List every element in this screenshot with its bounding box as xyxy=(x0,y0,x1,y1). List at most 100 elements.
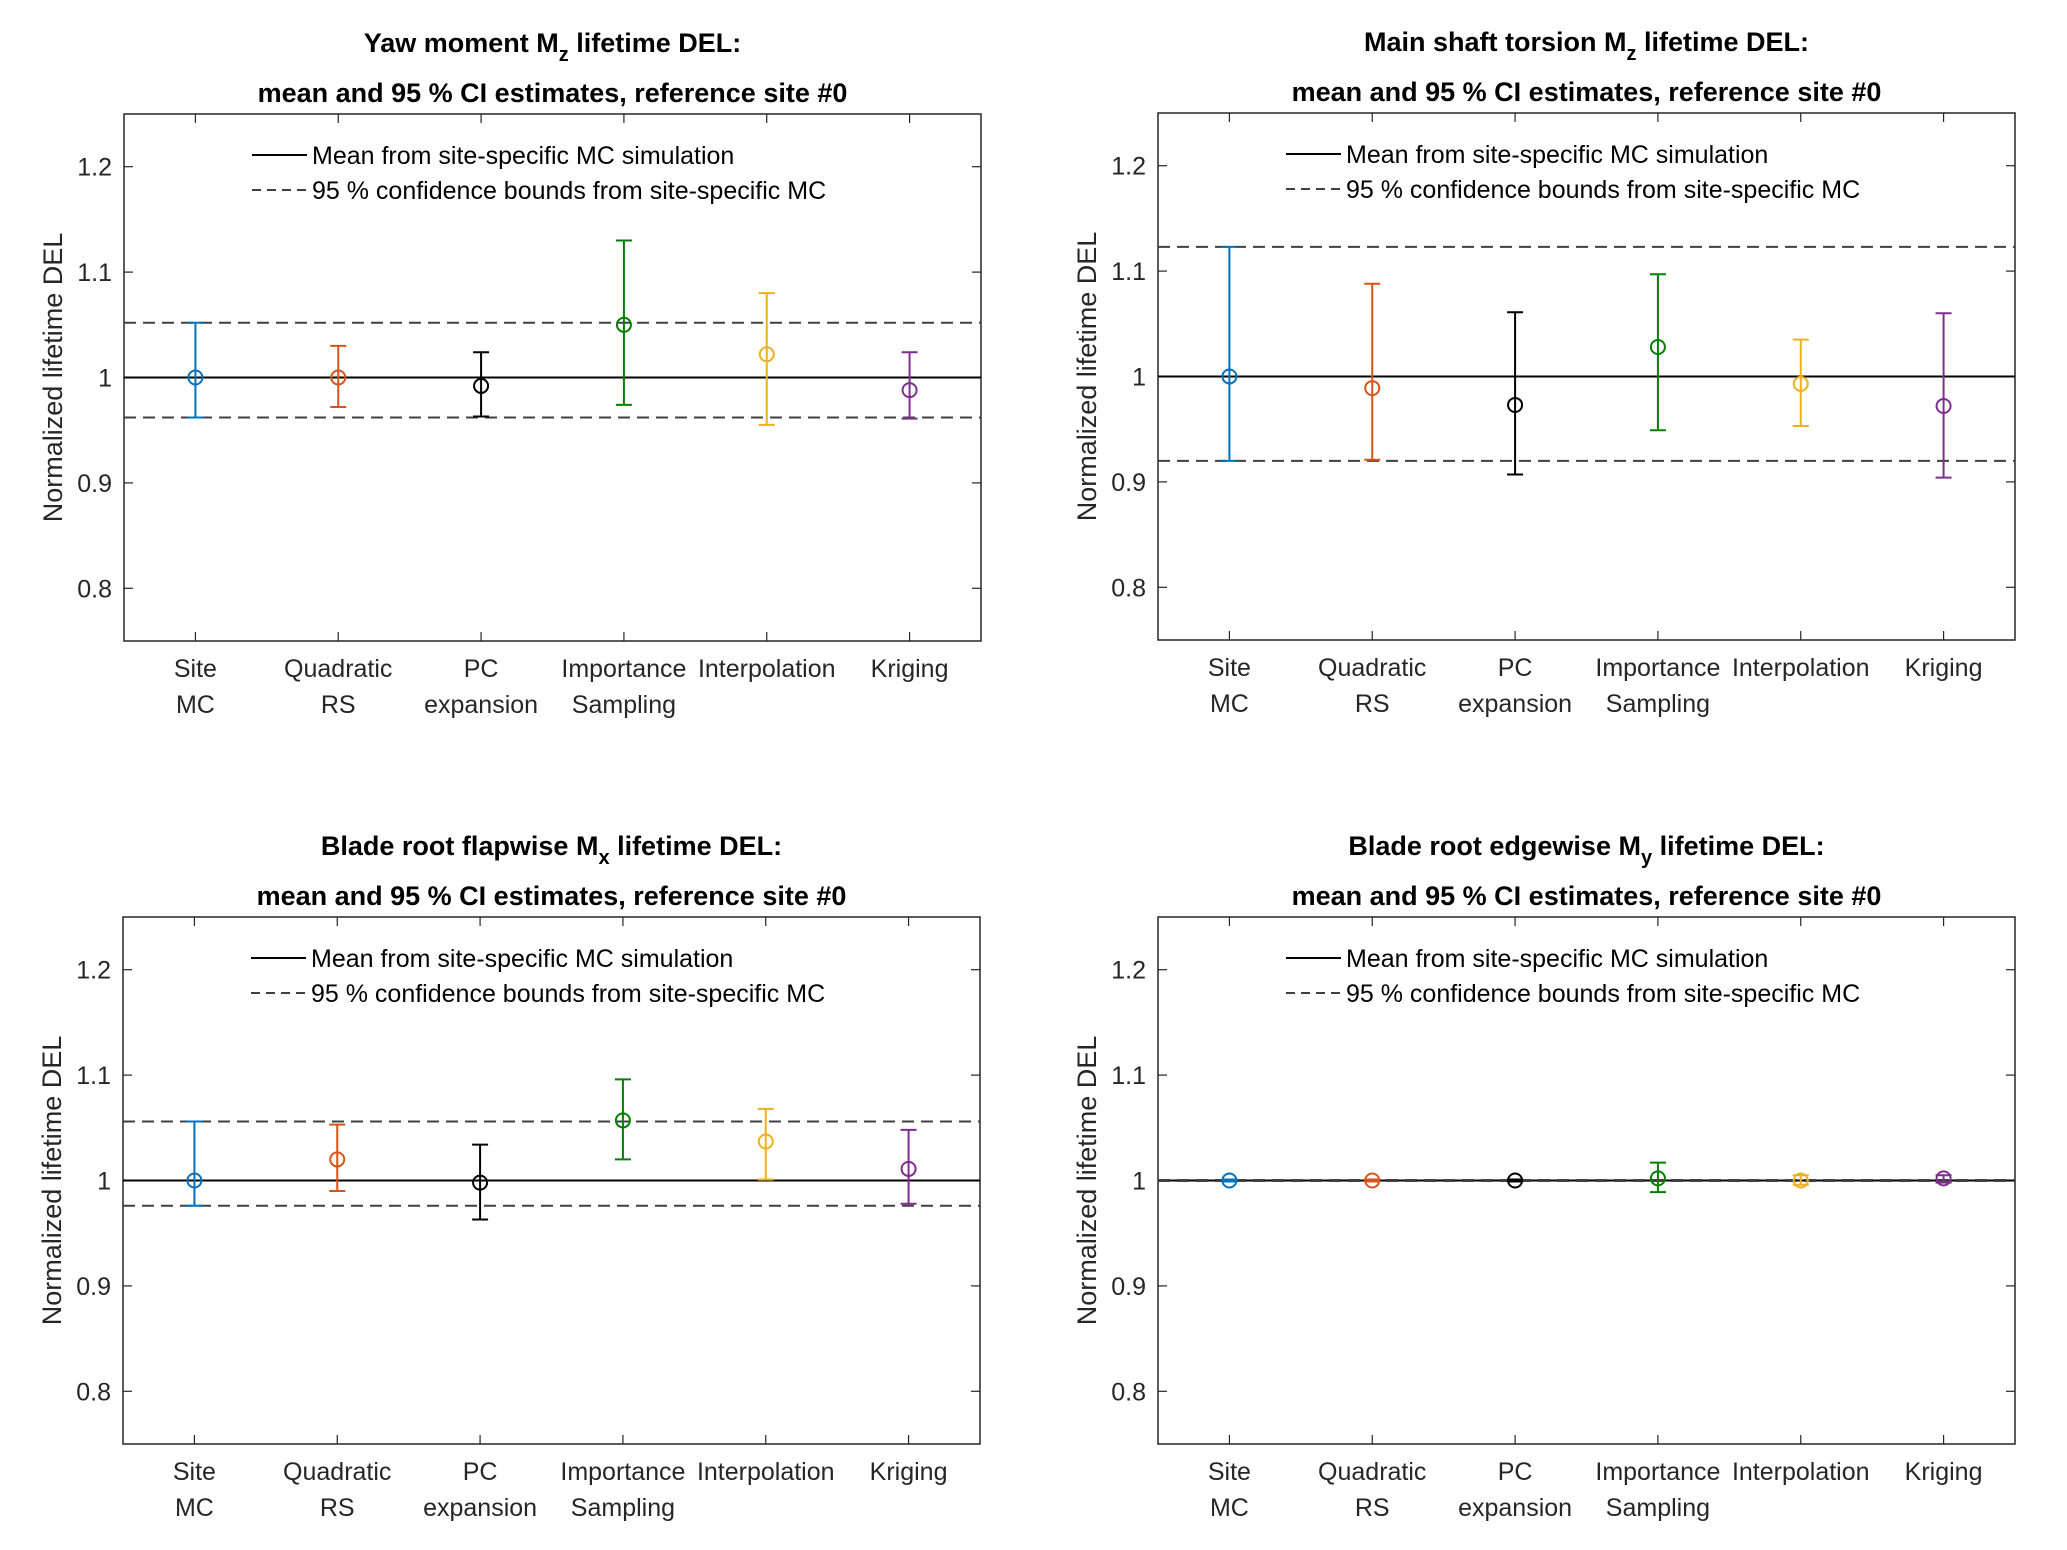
errorbar-kriging xyxy=(1935,312,1952,479)
x-tick-label: MC xyxy=(1210,1494,1249,1522)
errorbar-interpolation xyxy=(757,1107,774,1181)
y-tick-label: 1 xyxy=(1132,364,1146,392)
chart-title-part: lifetime DEL: xyxy=(569,28,742,58)
y-tick-label: 1.2 xyxy=(1111,957,1146,985)
chart-title-part: lifetime DEL: xyxy=(1636,27,1809,57)
errorbar-pc-expansion xyxy=(1507,311,1524,476)
x-tick-label: Site xyxy=(173,1458,216,1486)
y-tick-label: 1.2 xyxy=(1111,153,1146,181)
y-tick-label: 0.8 xyxy=(1111,1378,1146,1406)
chart-title-part: Blade root flapwise M xyxy=(321,831,599,861)
x-tick-label: RS xyxy=(1355,1494,1390,1522)
errorbar-site-mc xyxy=(187,321,204,419)
errorbar-kriging xyxy=(900,1128,917,1205)
errorbar-site-mc xyxy=(186,1120,203,1207)
x-tick-label: Importance xyxy=(561,655,686,683)
x-tick-label: Kriging xyxy=(1905,654,1983,682)
x-tick-label: Site xyxy=(174,655,217,683)
chart-title-subscript: z xyxy=(1626,43,1636,65)
y-tick-label: 0.9 xyxy=(1111,469,1146,497)
chart-panel-3: Blade root edgewise My lifetime DEL: mean… xyxy=(1072,831,2016,1522)
x-tick-label: Kriging xyxy=(871,655,949,683)
y-tick-label: 1.1 xyxy=(1111,1062,1146,1090)
chart-subtitle: mean and 95 % CI estimates, reference si… xyxy=(1292,77,1882,107)
legend: Mean from site-specific MC simulation 95 … xyxy=(252,142,826,205)
x-tick-label: Sampling xyxy=(1606,690,1710,718)
errorbar-interpolation xyxy=(758,292,775,426)
x-tick-label: Quadratic xyxy=(283,1458,391,1486)
legend-label-ci: 95 % confidence bounds from site-specifi… xyxy=(1346,176,1860,204)
errorbar-importance-sampling xyxy=(1649,1161,1666,1194)
chart-title: Main shaft torsion Mz lifetime DEL: xyxy=(1364,27,1809,65)
x-tick-label: Interpolation xyxy=(1732,1458,1870,1486)
errorbar-kriging xyxy=(901,351,918,420)
y-tick-label: 1.2 xyxy=(76,957,111,985)
x-tick-label: MC xyxy=(176,691,215,719)
errorbar-mean-marker xyxy=(473,377,490,394)
x-tick-label: Interpolation xyxy=(1732,654,1870,682)
errorbar-mean-marker xyxy=(1507,396,1524,413)
chart-panel-1: Main shaft torsion Mz lifetime DEL: mean … xyxy=(1072,27,2016,718)
errorbar-mean-marker xyxy=(186,1172,203,1189)
errorbar-mean-marker xyxy=(1221,368,1238,385)
legend: Mean from site-specific MC simulation 95 … xyxy=(251,945,825,1008)
legend-label-mean: Mean from site-specific MC simulation xyxy=(1346,141,1768,169)
errorbar-pc-expansion xyxy=(1507,1172,1524,1189)
chart-title-part: lifetime DEL: xyxy=(1652,831,1825,861)
errorbar-interpolation xyxy=(1792,1172,1809,1189)
y-tick-label: 0.9 xyxy=(77,470,112,498)
errorbar-mean-marker xyxy=(614,1112,631,1129)
errorbar-mean-marker xyxy=(472,1174,489,1191)
errorbar-mean-marker xyxy=(1649,338,1666,355)
y-axis-label: Normalized lifetime DEL xyxy=(38,233,68,523)
x-tick-label: Kriging xyxy=(1905,1458,1983,1486)
y-tick-label: 0.8 xyxy=(77,575,112,603)
legend: Mean from site-specific MC simulation 95 … xyxy=(1286,141,1860,204)
y-axis-label: Normalized lifetime DEL xyxy=(37,1036,67,1326)
errorbar-mean-marker xyxy=(1792,1172,1809,1189)
errorbar-kriging xyxy=(1935,1170,1952,1187)
x-tick-label: Quadratic xyxy=(1318,654,1426,682)
chart-title: Blade root flapwise Mx lifetime DEL: xyxy=(321,831,782,869)
legend-label-ci: 95 % confidence bounds from site-specifi… xyxy=(311,980,825,1008)
x-tick-label: PC xyxy=(1498,1458,1533,1486)
errorbar-mean-marker xyxy=(1507,1172,1524,1189)
x-tick-label: Interpolation xyxy=(698,655,836,683)
x-tick-label: PC xyxy=(464,655,499,683)
chart-panel-2: Blade root flapwise Mx lifetime DEL: mean… xyxy=(37,831,981,1522)
y-tick-label: 1.1 xyxy=(1111,258,1146,286)
chart-title-subscript: z xyxy=(559,44,569,66)
x-tick-label: Site xyxy=(1208,654,1251,682)
errorbar-interpolation xyxy=(1792,338,1809,428)
x-tick-label: Quadratic xyxy=(1318,1458,1426,1486)
errorbar-site-mc xyxy=(1221,245,1238,462)
chart-title-part: Blade root edgewise M xyxy=(1348,831,1641,861)
legend-label-mean: Mean from site-specific MC simulation xyxy=(311,945,733,973)
chart-subtitle: mean and 95 % CI estimates, reference si… xyxy=(258,78,848,108)
x-tick-label: Importance xyxy=(1595,1458,1720,1486)
x-tick-label: Sampling xyxy=(1606,1494,1710,1522)
x-tick-label: RS xyxy=(320,1494,355,1522)
chart-title: Yaw moment Mz lifetime DEL: xyxy=(364,28,742,66)
y-tick-label: 1.1 xyxy=(76,1062,111,1090)
errorbar-pc-expansion xyxy=(473,351,490,418)
y-tick-label: 1.2 xyxy=(77,154,112,182)
chart-subtitle: mean and 95 % CI estimates, reference si… xyxy=(1292,881,1882,911)
x-tick-label: Importance xyxy=(1595,654,1720,682)
chart-title-subscript: x xyxy=(598,847,609,869)
x-tick-label: Quadratic xyxy=(284,655,392,683)
errorbar-mean-marker xyxy=(1649,1170,1666,1187)
errorbar-importance-sampling xyxy=(614,1078,631,1161)
x-tick-label: Sampling xyxy=(572,691,676,719)
legend-label-mean: Mean from site-specific MC simulation xyxy=(1346,945,1768,973)
y-tick-label: 0.9 xyxy=(76,1273,111,1301)
y-tick-label: 0.9 xyxy=(1111,1273,1146,1301)
errorbar-mean-marker xyxy=(1935,398,1952,415)
errorbar-mean-marker xyxy=(1221,1172,1238,1189)
x-tick-label: RS xyxy=(321,691,356,719)
x-tick-label: PC xyxy=(1498,654,1533,682)
y-tick-label: 1.1 xyxy=(77,259,112,287)
x-tick-label: MC xyxy=(175,1494,214,1522)
x-tick-label: MC xyxy=(1210,690,1249,718)
